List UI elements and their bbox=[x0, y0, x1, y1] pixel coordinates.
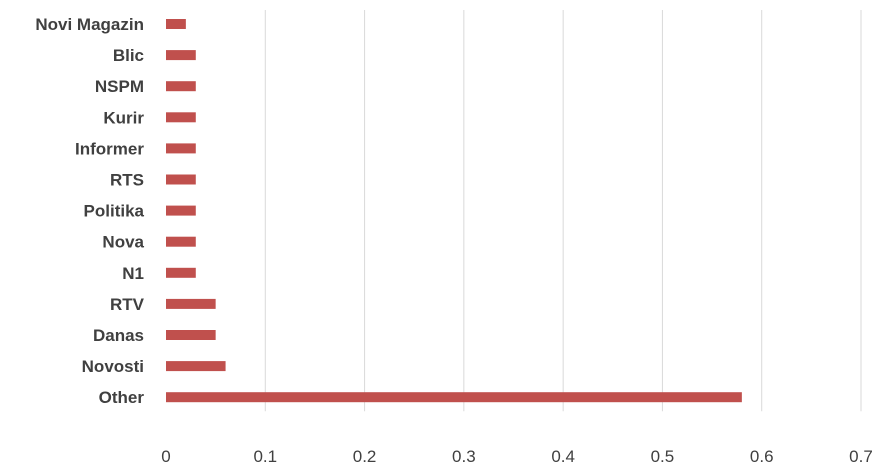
x-tick-label: 0.1 bbox=[253, 447, 277, 466]
category-label: RTV bbox=[110, 295, 145, 314]
bar bbox=[166, 174, 196, 185]
x-tick-label: 0.6 bbox=[750, 447, 774, 466]
bar bbox=[166, 392, 742, 403]
category-label: N1 bbox=[122, 264, 144, 283]
bar bbox=[166, 19, 186, 29]
bar bbox=[166, 298, 216, 309]
category-label: Other bbox=[99, 388, 145, 407]
x-tick-label: 0.2 bbox=[353, 447, 377, 466]
bar bbox=[166, 236, 196, 247]
category-label: Danas bbox=[93, 326, 144, 345]
x-tick-label: 0 bbox=[161, 447, 170, 466]
category-label: Novosti bbox=[82, 357, 144, 376]
gridlines bbox=[264, 10, 862, 412]
category-label: NSPM bbox=[95, 77, 144, 96]
x-tick-labels: 0 0.1 0.2 0.3 0.4 0.5 0.6 0.7 bbox=[161, 447, 873, 466]
bar bbox=[166, 50, 196, 61]
category-label: Novi Magazin bbox=[35, 15, 144, 34]
bar bbox=[166, 143, 196, 154]
bar bbox=[166, 205, 196, 216]
bar bbox=[166, 267, 196, 278]
category-label: Politika bbox=[84, 202, 145, 221]
bar bbox=[166, 81, 196, 92]
bars bbox=[166, 19, 742, 403]
x-tick-label: 0.7 bbox=[849, 447, 873, 466]
x-tick-label: 0.5 bbox=[651, 447, 675, 466]
category-label: Informer bbox=[75, 139, 144, 158]
category-label: RTS bbox=[110, 171, 144, 190]
x-tick-label: 0.4 bbox=[551, 447, 575, 466]
category-label: Nova bbox=[102, 233, 144, 252]
bar bbox=[166, 330, 216, 340]
bar bbox=[166, 361, 226, 372]
category-label: Blic bbox=[113, 46, 144, 65]
x-tick-label: 0.3 bbox=[452, 447, 476, 466]
category-labels: Novi Magazin Blic NSPM Kurir Informer RTS Poli… bbox=[35, 15, 144, 407]
category-label: Kurir bbox=[103, 108, 144, 127]
bar bbox=[166, 112, 196, 123]
